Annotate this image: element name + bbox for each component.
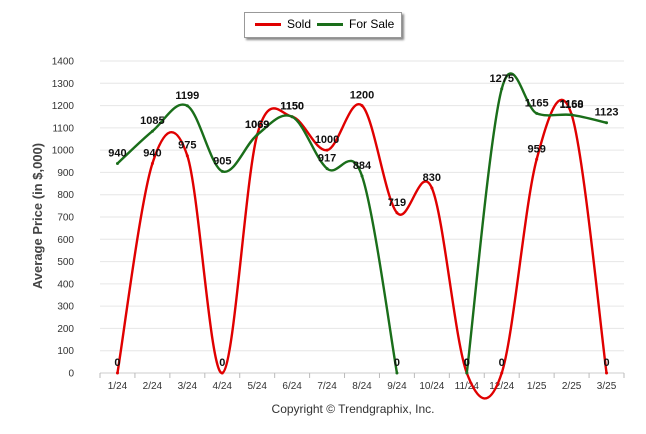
data-point[interactable] xyxy=(535,111,539,115)
y-tick-label: 800 xyxy=(57,190,74,201)
legend-item-sold[interactable]: Sold xyxy=(255,17,311,31)
data-point[interactable] xyxy=(395,371,399,375)
data-point[interactable] xyxy=(605,371,609,375)
y-tick-label: 400 xyxy=(57,279,74,290)
data-point[interactable] xyxy=(290,115,294,119)
data-point[interactable] xyxy=(360,174,364,178)
y-tick-label: 100 xyxy=(57,346,74,357)
data-label: 0 xyxy=(219,357,225,369)
data-point[interactable] xyxy=(465,371,469,375)
data-label: 719 xyxy=(388,197,406,209)
data-point[interactable] xyxy=(535,157,539,161)
legend-swatch-for-sale xyxy=(317,22,343,26)
data-label: 0 xyxy=(114,357,120,369)
x-tick-label: 10/24 xyxy=(419,381,444,392)
data-point[interactable] xyxy=(150,162,154,166)
y-tick-label: 300 xyxy=(57,302,74,313)
data-label: 940 xyxy=(143,148,161,160)
legend-item-for-sale[interactable]: For Sale xyxy=(317,17,394,31)
data-label: 1150 xyxy=(280,101,304,113)
data-point[interactable] xyxy=(115,371,119,375)
y-tick-label: 0 xyxy=(68,369,74,380)
data-point[interactable] xyxy=(185,154,189,158)
y-tick-label: 1400 xyxy=(52,57,75,68)
data-label: 1085 xyxy=(140,115,164,127)
data-label: 0 xyxy=(464,357,470,369)
x-tick-label: 6/24 xyxy=(282,381,302,392)
data-point[interactable] xyxy=(430,186,434,190)
data-label: 1200 xyxy=(350,90,374,102)
data-point[interactable] xyxy=(605,121,609,125)
y-tick-label: 700 xyxy=(57,213,74,224)
data-label: 940 xyxy=(108,148,126,160)
data-label: 1123 xyxy=(595,107,619,119)
x-axis-ticks: 1/24 2/24 3/24 4/24 5/24 6/24 7/24 8/24 9/24 10/2… xyxy=(108,381,617,392)
data-label: 1150 xyxy=(280,101,304,113)
data-point[interactable] xyxy=(325,167,329,171)
data-point[interactable] xyxy=(220,169,224,173)
x-tick-label: 7/24 xyxy=(317,381,337,392)
data-label: 884 xyxy=(353,160,372,172)
data-labels: 0 940 975 0 1069 1150 1000 1200 719 830 0 0 959 1160 0… xyxy=(108,73,618,369)
data-label: 1199 xyxy=(175,90,199,102)
data-label: 975 xyxy=(178,140,196,152)
data-label: 0 xyxy=(394,357,400,369)
data-label: 0 xyxy=(464,357,470,369)
x-tick-label: 9/24 xyxy=(387,381,407,392)
y-tick-label: 900 xyxy=(57,168,74,179)
y-axis-label: Average Price (in $,000) xyxy=(30,143,45,289)
series-line-for-sale xyxy=(116,103,399,374)
data-label: 0 xyxy=(499,357,505,369)
data-label: 1158 xyxy=(560,99,584,111)
x-tick-label: 12/24 xyxy=(489,381,514,392)
data-label: 905 xyxy=(213,155,231,167)
data-label: 0 xyxy=(603,357,609,369)
x-tick-label: 1/25 xyxy=(527,381,547,392)
copyright: Copyright © Trendgraphix, Inc. xyxy=(271,402,435,416)
x-tick-label: 5/24 xyxy=(247,381,267,392)
y-tick-label: 200 xyxy=(57,324,74,335)
x-tick-label: 4/24 xyxy=(213,381,233,392)
legend-label-for-sale: For Sale xyxy=(349,17,395,31)
data-point[interactable] xyxy=(325,148,329,152)
x-tick-label: 3/24 xyxy=(178,381,198,392)
x-tick-label: 3/25 xyxy=(597,381,617,392)
y-tick-label: 1300 xyxy=(52,79,75,90)
series-lines xyxy=(115,72,609,400)
data-point[interactable] xyxy=(220,371,224,375)
x-tick-label: 11/24 xyxy=(455,381,480,392)
data-point[interactable] xyxy=(500,371,504,375)
y-tick-label: 1200 xyxy=(52,101,75,112)
y-tick-label: 500 xyxy=(57,257,74,268)
legend-label-sold: Sold xyxy=(287,17,312,31)
data-label: 830 xyxy=(423,172,441,184)
data-point[interactable] xyxy=(150,129,154,133)
data-label: 959 xyxy=(527,143,545,155)
data-point[interactable] xyxy=(395,211,399,215)
data-point[interactable] xyxy=(500,87,504,91)
data-point[interactable] xyxy=(570,113,574,117)
y-tick-label: 1000 xyxy=(52,146,75,157)
data-point[interactable] xyxy=(115,162,119,166)
legend-swatch-sold xyxy=(255,22,281,26)
y-axis-ticks: 0 100 200 300 400 500 600 700 800 900 1000 1100 1200… xyxy=(52,57,75,380)
x-tick-label: 1/24 xyxy=(108,381,128,392)
data-label: 1000 xyxy=(315,134,339,146)
x-tick-label: 2/24 xyxy=(143,381,163,392)
data-label: 1069 xyxy=(245,119,269,131)
data-label: 1275 xyxy=(489,73,513,85)
legend: Sold For Sale xyxy=(244,12,402,38)
x-tick-label: 8/24 xyxy=(352,381,372,392)
data-label: 917 xyxy=(318,153,336,165)
y-tick-label: 600 xyxy=(57,235,74,246)
x-tick-label: 2/25 xyxy=(562,381,582,392)
y-tick-label: 1100 xyxy=(52,123,74,134)
data-point[interactable] xyxy=(360,104,364,108)
data-label: 1069 xyxy=(245,119,269,131)
data-point[interactable] xyxy=(255,133,259,137)
data-label: 1160 xyxy=(560,98,584,110)
data-point[interactable] xyxy=(185,104,189,108)
data-label: 1165 xyxy=(525,97,549,109)
